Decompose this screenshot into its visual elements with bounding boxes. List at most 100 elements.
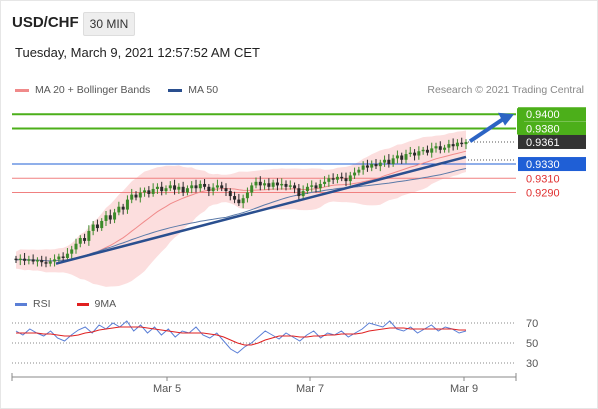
candle-body (168, 185, 172, 189)
timeframe-button[interactable]: 30 MIN (83, 12, 135, 36)
candle-body (177, 186, 181, 190)
candle-body (44, 262, 48, 264)
legend-label-rsi: RSI (33, 298, 51, 310)
candle-body (408, 152, 412, 155)
legend-label-9ma: 9MA (94, 298, 117, 310)
candle-body (353, 172, 357, 176)
candle-body (438, 146, 442, 150)
projection-arrow (468, 117, 505, 143)
candle-body (434, 146, 438, 149)
candle-body (305, 186, 309, 192)
legend-item-ma50: MA 50 (168, 84, 218, 96)
candle-body (263, 183, 267, 186)
candle-body (185, 188, 189, 193)
legend-item-rsi: RSI (15, 298, 51, 310)
resistance-level-label: 0.9380 (526, 123, 560, 135)
candle-body (460, 142, 464, 145)
candle-body (417, 151, 421, 156)
candle-body (318, 183, 322, 189)
candle-body (40, 260, 44, 263)
support-level-label: 0.9310 (526, 173, 560, 185)
rsi-swatch-icon (15, 302, 27, 306)
research-credit: Research © 2021 Trading Central (427, 84, 584, 96)
candle-body (400, 155, 404, 160)
candle-body (31, 259, 35, 262)
candle-body (228, 191, 232, 197)
candle-body (344, 178, 348, 182)
candle-body (190, 185, 194, 189)
candle-body (160, 186, 164, 192)
candle-body (395, 155, 399, 159)
price-legend: MA 20 + Bollinger Bands MA 50 (15, 84, 236, 96)
candle-body (74, 243, 78, 250)
candle-body (220, 185, 224, 189)
candle-body (125, 199, 129, 210)
candle-body (121, 206, 125, 210)
candle-body (310, 185, 314, 187)
datetime-label: Tuesday, March 9, 2021 12:57:52 AM CET (15, 45, 260, 60)
candle-body (271, 182, 275, 187)
candle-body (425, 149, 429, 153)
candle-body (194, 185, 198, 189)
x-tick-label: Mar 9 (450, 383, 478, 395)
candle-body (233, 196, 237, 200)
candle-body (331, 178, 335, 180)
candle-body (443, 147, 447, 150)
candle-body (280, 183, 284, 186)
candle-body (284, 183, 288, 187)
candle-body (348, 175, 352, 182)
candle-body (323, 181, 327, 184)
candle-body (370, 164, 374, 168)
x-tick-label: Mar 7 (296, 383, 324, 395)
support-level-label: 0.9290 (526, 188, 560, 200)
candle-body (151, 188, 155, 194)
candle-body (100, 220, 104, 229)
candle-body (181, 186, 185, 193)
candle-body (138, 192, 142, 198)
level-label-box (518, 157, 586, 172)
trend-line (55, 155, 467, 265)
level-label-box (518, 134, 586, 149)
candle-body (391, 158, 395, 165)
candle-body (61, 256, 65, 258)
candle-body (57, 256, 61, 260)
candle-body (447, 144, 451, 148)
ma20-swatch-icon (15, 88, 29, 92)
ma50-swatch-icon (168, 88, 183, 92)
legend-item-ma20: MA 20 + Bollinger Bands (15, 84, 150, 96)
candle-body (301, 191, 305, 197)
candle-body (203, 183, 207, 187)
candle-body (464, 141, 468, 145)
candle-body (254, 181, 258, 186)
candle-body (297, 188, 301, 197)
candle-body (108, 215, 112, 220)
candle-body (245, 192, 249, 199)
candle-body (404, 154, 408, 160)
candle-body (258, 181, 262, 186)
legend-label-ma20: MA 20 + Bollinger Bands (35, 84, 151, 96)
candle-body (288, 185, 292, 187)
candle-body (365, 165, 369, 168)
candle-body (173, 185, 177, 190)
x-tick-label: Mar 5 (153, 383, 181, 395)
candle-body (65, 253, 69, 258)
candle-body (95, 224, 99, 229)
legend-label-ma50: MA 50 (188, 84, 219, 96)
candle-body (241, 198, 245, 204)
candle-body (211, 187, 215, 192)
candle-body (430, 148, 434, 153)
candle-body (237, 199, 241, 204)
candle-body (143, 190, 147, 193)
resistance-level-label: 0.9400 (526, 109, 560, 121)
projection-arrowhead-icon (498, 112, 514, 126)
candle-body (275, 182, 279, 186)
level-label-box (518, 121, 586, 136)
rsi-tick-label: 70 (526, 318, 538, 330)
candle-body (451, 144, 455, 147)
bollinger-band (16, 130, 466, 287)
candle-body (198, 183, 202, 189)
candle-body (267, 183, 271, 187)
resistance-label-connector (517, 108, 524, 135)
rsi-tick-label: 50 (526, 338, 538, 350)
